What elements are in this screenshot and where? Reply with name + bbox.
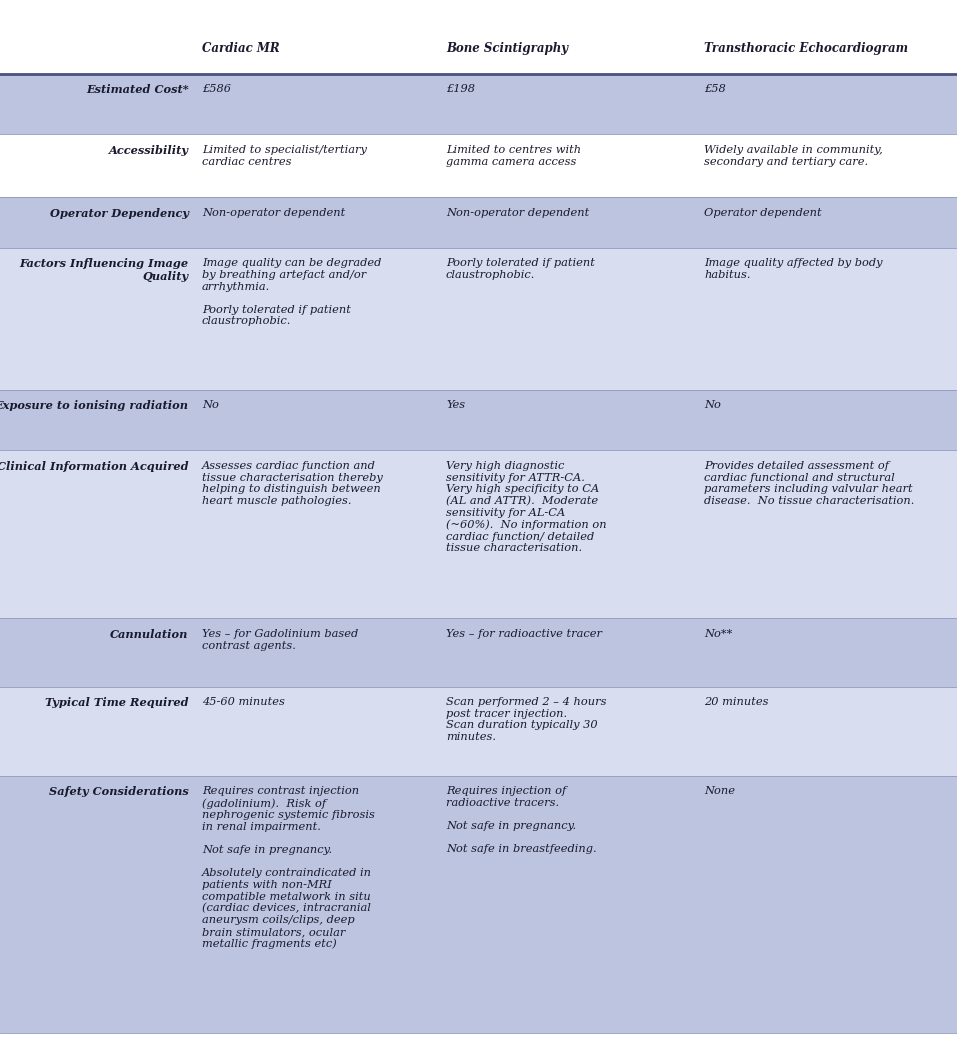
Bar [0,32,196,74]
Text: Exposure to ionising radiation: Exposure to ionising radiation [0,400,189,411]
Bar [440,32,699,74]
Bar [0,776,957,1033]
Text: Yes – for Gadolinium based
contrast agents.: Yes – for Gadolinium based contrast agen… [202,629,358,651]
Text: Cannulation: Cannulation [110,629,189,639]
Text: Factors Influencing Image
Quality: Factors Influencing Image Quality [19,258,189,282]
Text: No: No [704,400,722,411]
Text: Estimated Cost*: Estimated Cost* [86,84,189,94]
Bar [0,248,957,390]
Text: Operator Dependency: Operator Dependency [50,208,189,218]
Text: Image quality can be degraded
by breathing artefact and/or
arrhythmia.

Poorly t: Image quality can be degraded by breathi… [202,258,381,327]
Bar [0,74,957,134]
Bar [699,32,957,74]
Text: None: None [704,786,735,797]
Text: Provides detailed assessment of
cardiac functional and structural
parameters inc: Provides detailed assessment of cardiac … [704,461,915,506]
Bar [0,618,957,687]
Text: Image quality affected by body
habitus.: Image quality affected by body habitus. [704,258,883,280]
Bar [0,197,957,248]
Text: £58: £58 [704,84,726,94]
Text: Limited to centres with
gamma camera access: Limited to centres with gamma camera acc… [446,145,581,167]
Text: Typical Time Required: Typical Time Required [45,697,189,708]
Text: Limited to specialist/tertiary
cardiac centres: Limited to specialist/tertiary cardiac c… [202,145,367,167]
Text: Operator dependent: Operator dependent [704,208,822,218]
Bar [0,450,957,618]
Text: Non-operator dependent: Non-operator dependent [202,208,345,218]
Text: No: No [202,400,219,411]
Text: £586: £586 [202,84,231,94]
Text: Assesses cardiac function and
tissue characterisation thereby
helping to disting: Assesses cardiac function and tissue cha… [202,461,383,506]
Text: Transthoracic Echocardiogram: Transthoracic Echocardiogram [704,42,908,55]
Bar [0,390,957,450]
Text: Accessibility: Accessibility [108,145,189,155]
Text: Clinical Information Acquired: Clinical Information Acquired [0,461,189,471]
Text: Poorly tolerated if patient
claustrophobic.: Poorly tolerated if patient claustrophob… [446,258,595,280]
Text: Cardiac MR: Cardiac MR [202,42,279,55]
Text: Requires injection of
radioactive tracers.

Not safe in pregnancy.

Not safe in : Requires injection of radioactive tracer… [446,786,596,855]
Text: Bone Scintigraphy: Bone Scintigraphy [446,42,568,55]
Bar [0,134,957,197]
Text: Scan performed 2 – 4 hours
post tracer injection.
Scan duration typically 30
min: Scan performed 2 – 4 hours post tracer i… [446,697,607,742]
Text: Requires contrast injection
(gadolinium).  Risk of
nephrogenic systemic fibrosis: Requires contrast injection (gadolinium)… [202,786,375,949]
Text: 45-60 minutes: 45-60 minutes [202,697,285,708]
Text: £198: £198 [446,84,475,94]
Text: Safety Considerations: Safety Considerations [49,786,189,797]
Text: Yes – for radioactive tracer: Yes – for radioactive tracer [446,629,602,639]
Bar [0,687,957,776]
Text: 20 minutes: 20 minutes [704,697,768,708]
Text: Yes: Yes [446,400,465,411]
Text: Very high diagnostic
sensitivity for ATTR-CA.
Very high specificity to CA
(AL an: Very high diagnostic sensitivity for ATT… [446,461,607,553]
Text: No**: No** [704,629,733,639]
Text: Widely available in community,
secondary and tertiary care.: Widely available in community, secondary… [704,145,883,167]
Text: Non-operator dependent: Non-operator dependent [446,208,590,218]
Bar [196,32,440,74]
